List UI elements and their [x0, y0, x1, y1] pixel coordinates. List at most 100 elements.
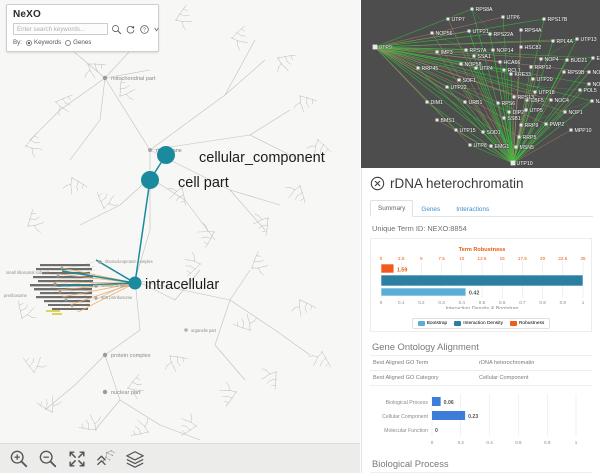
search-panel[interactable]: NeXO ? By: Keywords: [6, 4, 159, 52]
gene-node[interactable]: [435, 118, 439, 122]
gene-node[interactable]: [533, 90, 537, 94]
gene-node[interactable]: [491, 48, 495, 52]
legend-item-bootstrap[interactable]: Bootstrap: [417, 321, 447, 326]
tab-summary[interactable]: Summary: [370, 200, 414, 217]
gene-node[interactable]: [464, 48, 468, 52]
gene-node[interactable]: [529, 65, 533, 69]
zoom-in-icon[interactable]: [9, 449, 29, 469]
gene-node[interactable]: [590, 99, 594, 103]
gene-node[interactable]: [467, 29, 471, 33]
gene-node[interactable]: [502, 116, 506, 120]
ontology-tree-canvas[interactable]: mitochondrial part membrane protein comp…: [0, 0, 360, 473]
chevron-down-icon[interactable]: [153, 24, 160, 35]
gene-node[interactable]: [416, 66, 420, 70]
gene-node[interactable]: [512, 95, 516, 99]
gene-node[interactable]: [525, 98, 529, 102]
close-circle-icon[interactable]: [370, 176, 385, 191]
gene-node[interactable]: [539, 57, 543, 61]
gene-node[interactable]: [562, 70, 566, 74]
gene-node[interactable]: [454, 128, 458, 132]
gene-node[interactable]: [519, 28, 523, 32]
tree-toolbar[interactable]: [0, 443, 360, 473]
gene-node[interactable]: [474, 66, 478, 70]
gene-node[interactable]: [481, 130, 485, 134]
gene-node[interactable]: [551, 39, 555, 43]
tab-interactions[interactable]: Interactions: [456, 206, 490, 213]
gene-node[interactable]: [563, 110, 567, 114]
gene-node[interactable]: [542, 17, 546, 21]
chart-bar: [432, 397, 441, 406]
gene-node[interactable]: [510, 160, 516, 166]
row-value: rDNA heterochromatin: [479, 360, 535, 366]
bar-category-label: Cellular Component: [382, 414, 428, 420]
legend-item-robustness[interactable]: Robustness: [509, 321, 544, 326]
help-icon[interactable]: ?: [139, 24, 150, 35]
search-input[interactable]: [13, 23, 108, 35]
by-label: By:: [13, 39, 22, 46]
gene-node-label: RPS6: [502, 101, 516, 107]
term-detail-panel[interactable]: rDNA heterochromatin Summary Genes Inter…: [361, 168, 600, 473]
gene-node[interactable]: [591, 56, 595, 60]
layers-icon[interactable]: [125, 449, 145, 469]
gene-node[interactable]: [517, 135, 521, 139]
gene-interaction-network-panel[interactable]: UTP9 RPS8A UTP7 UTP6 RPS17B NOP56 UTP21 RPS22A R…: [361, 0, 600, 168]
gene-node[interactable]: [470, 7, 474, 11]
gene-node[interactable]: [514, 145, 518, 149]
radio-genes[interactable]: Genes: [65, 39, 91, 46]
radio-keywords[interactable]: Keywords: [25, 39, 61, 46]
gene-node[interactable]: [496, 101, 500, 105]
detail-header: rDNA heterochromatin: [362, 168, 600, 193]
gene-node[interactable]: [468, 143, 472, 147]
gene-node[interactable]: [488, 32, 492, 36]
detail-tabs[interactable]: Summary Genes Interactions: [370, 199, 593, 217]
gene-node[interactable]: [425, 100, 429, 104]
gene-node-label: MPP10: [575, 128, 592, 134]
gene-network-canvas[interactable]: UTP9 RPS8A UTP7 UTP6 RPS17B NOP56 UTP21 RPS22A R…: [361, 0, 600, 168]
gene-node[interactable]: [519, 45, 523, 49]
gene-node[interactable]: [501, 15, 505, 19]
radio-genes-dot[interactable]: [65, 39, 72, 46]
gene-node[interactable]: [549, 98, 553, 102]
gene-node-label: HSC82: [525, 45, 542, 51]
gene-node[interactable]: [524, 108, 528, 112]
gene-node[interactable]: [531, 77, 535, 81]
gene-node[interactable]: [472, 54, 476, 58]
network-nodes[interactable]: UTP9 RPS8A UTP7 UTP6 RPS17B NOP56 UTP21 RPS22A R…: [372, 7, 600, 167]
gene-node[interactable]: [575, 37, 579, 41]
gene-node[interactable]: [498, 60, 502, 64]
gene-node[interactable]: [587, 82, 591, 86]
top-axis-tick: 7.5: [438, 256, 445, 261]
gene-node[interactable]: [435, 50, 439, 54]
gene-node[interactable]: [509, 72, 513, 76]
gene-node-label: UTP7: [452, 17, 465, 23]
zoom-out-icon[interactable]: [38, 449, 58, 469]
ontology-tree-panel[interactable]: mitochondrial part membrane protein comp…: [0, 0, 360, 473]
gene-node[interactable]: [457, 78, 461, 82]
refresh-icon[interactable]: [125, 24, 136, 35]
gene-node[interactable]: [587, 70, 591, 74]
gene-node[interactable]: [519, 123, 523, 127]
gene-node-label: SOD1: [487, 130, 501, 136]
gene-node[interactable]: [544, 122, 548, 126]
tab-genes[interactable]: Genes: [421, 206, 441, 213]
gene-node[interactable]: [463, 100, 467, 104]
radio-genes-label: Genes: [73, 39, 92, 46]
gene-node[interactable]: [446, 17, 450, 21]
gene-node[interactable]: [445, 85, 449, 89]
gene-node[interactable]: [502, 68, 506, 72]
gene-node[interactable]: [459, 62, 463, 66]
collapse-network-icon[interactable]: [96, 449, 116, 469]
legend-item-interaction-density[interactable]: Interaction Density: [454, 321, 503, 326]
gene-node-label: NOC4: [555, 98, 570, 104]
gene-node-label: UTP10: [517, 161, 533, 167]
gene-node[interactable]: [578, 88, 582, 92]
radio-keywords-dot[interactable]: [25, 39, 32, 46]
gene-node[interactable]: [372, 44, 378, 50]
gene-node[interactable]: [569, 128, 573, 132]
gene-node[interactable]: [565, 58, 569, 62]
gene-node[interactable]: [507, 110, 511, 114]
search-icon[interactable]: [111, 24, 122, 35]
gene-node[interactable]: [489, 144, 493, 148]
fit-screen-icon[interactable]: [67, 449, 87, 469]
gene-node[interactable]: [430, 31, 434, 35]
